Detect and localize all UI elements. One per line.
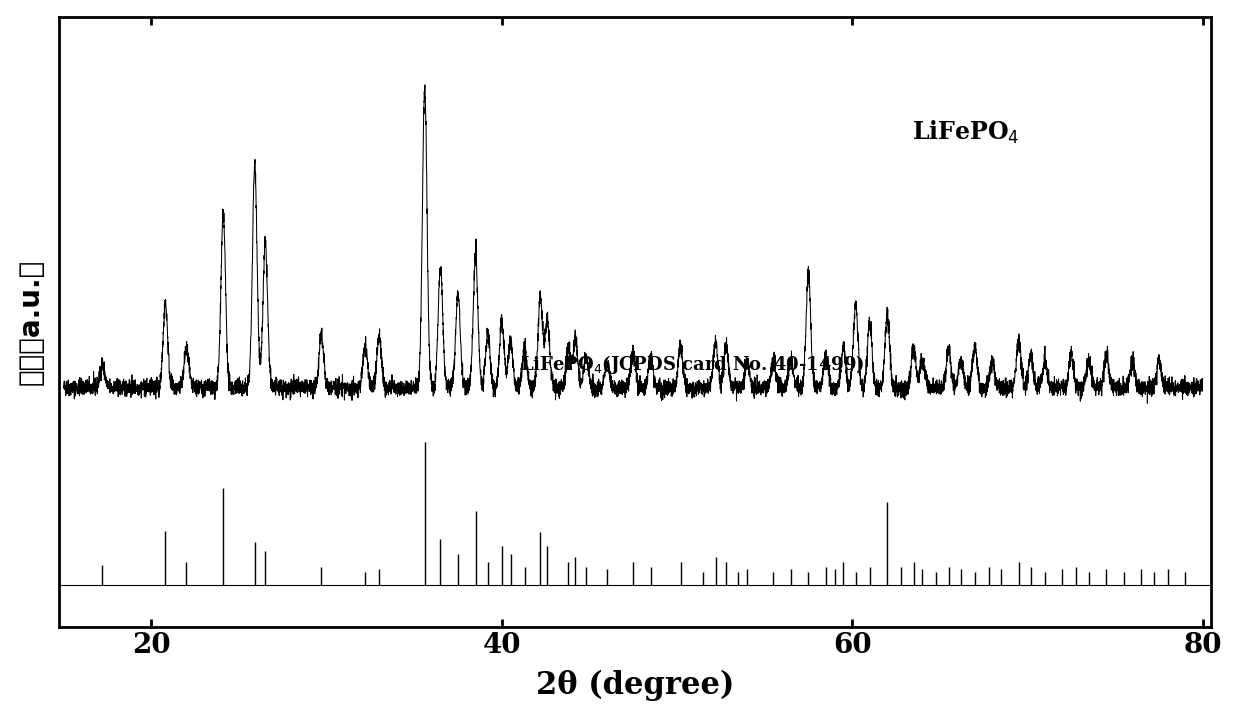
X-axis label: 2θ (degree): 2θ (degree) (536, 670, 734, 701)
Y-axis label: 强度（a.u.）: 强度（a.u.） (16, 258, 45, 385)
Text: LiFePO$_4$: LiFePO$_4$ (911, 119, 1019, 146)
Text: LiFePO$_4$(JCPDS card No. 40-1499): LiFePO$_4$(JCPDS card No. 40-1499) (520, 353, 864, 376)
